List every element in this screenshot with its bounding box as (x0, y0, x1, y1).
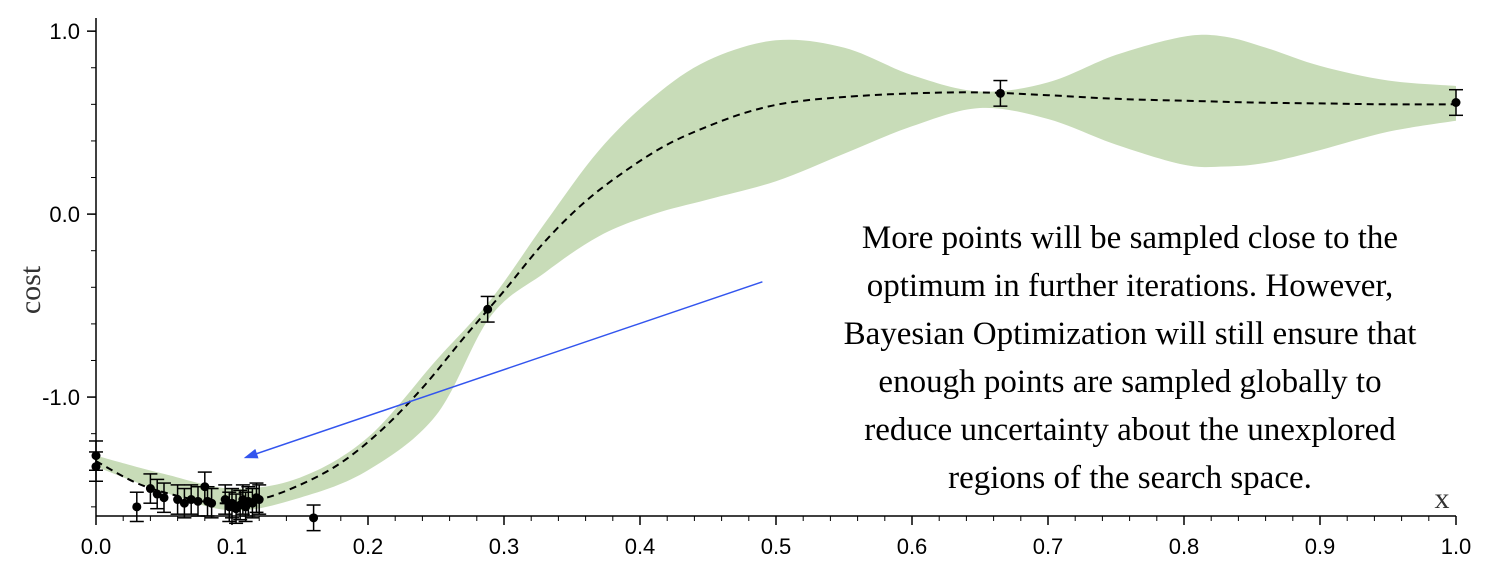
point-marker (159, 493, 169, 503)
point-marker (254, 495, 264, 505)
x-axis-title: x (1435, 482, 1450, 515)
data-point (204, 487, 219, 519)
point-marker (145, 484, 155, 494)
x-tick-label: 0.3 (489, 534, 520, 559)
annotation-text: More points will be sampled close to the… (760, 214, 1500, 502)
data-point (480, 295, 495, 323)
data-points-layer (89, 79, 1463, 532)
x-tick-label: 0.8 (1169, 534, 1200, 559)
y-tick-label: 1.0 (49, 19, 80, 44)
point-marker (173, 495, 183, 505)
data-point (150, 478, 165, 510)
confidence-band-layer (96, 34, 1456, 511)
data-point (993, 79, 1008, 107)
y-tick-label: 0.0 (49, 202, 80, 227)
data-point (252, 484, 267, 515)
x-tick-label: 0.4 (625, 534, 656, 559)
x-tick-label: 0.0 (81, 534, 112, 559)
data-point (177, 487, 192, 519)
point-marker (186, 495, 196, 505)
data-point (1449, 88, 1463, 117)
x-tick-label: 0.1 (217, 534, 248, 559)
axes-layer: 0.0 0.1 0.2 0.3 0.4 0.5 0.6 0.7 0.8 0.9 1.0 1.0 0.0 -… (42, 18, 1471, 559)
annotation-line: enough points are sampled globally to (878, 364, 1382, 400)
y-tick-label: -1.0 (42, 385, 80, 410)
annotation-line: reduce uncertainty about the unexplored (864, 412, 1396, 448)
annotation-line: regions of the search space. (948, 460, 1312, 496)
x-tick-label: 0.9 (1305, 534, 1336, 559)
x-tick-label: 0.2 (353, 534, 384, 559)
annotation-arrow (243, 281, 763, 459)
x-tick-label: 0.5 (761, 534, 792, 559)
point-marker (152, 489, 162, 499)
annotation-line: optimum in further iterations. However, (866, 268, 1394, 304)
point-marker (220, 495, 230, 505)
annotation-line: Bayesian Optimization will still ensure … (843, 316, 1417, 352)
x-tick-label: 1.0 (1441, 534, 1472, 559)
data-point (129, 491, 144, 523)
point-marker (179, 498, 189, 508)
data-point (184, 484, 199, 515)
point-marker (1451, 98, 1461, 108)
y-axis-title: cost (14, 265, 47, 314)
x-tick-label: 0.7 (1033, 534, 1064, 559)
data-point (170, 484, 185, 515)
point-marker (207, 498, 217, 508)
point-marker (995, 88, 1005, 98)
data-point (157, 482, 171, 514)
point-marker (132, 502, 142, 512)
annotation-arrow-layer (243, 281, 763, 459)
annotation-line: More points will be sampled close to the (861, 220, 1399, 256)
point-marker (483, 304, 493, 314)
confidence-band (96, 34, 1456, 511)
x-tick-label: 0.6 (897, 534, 928, 559)
